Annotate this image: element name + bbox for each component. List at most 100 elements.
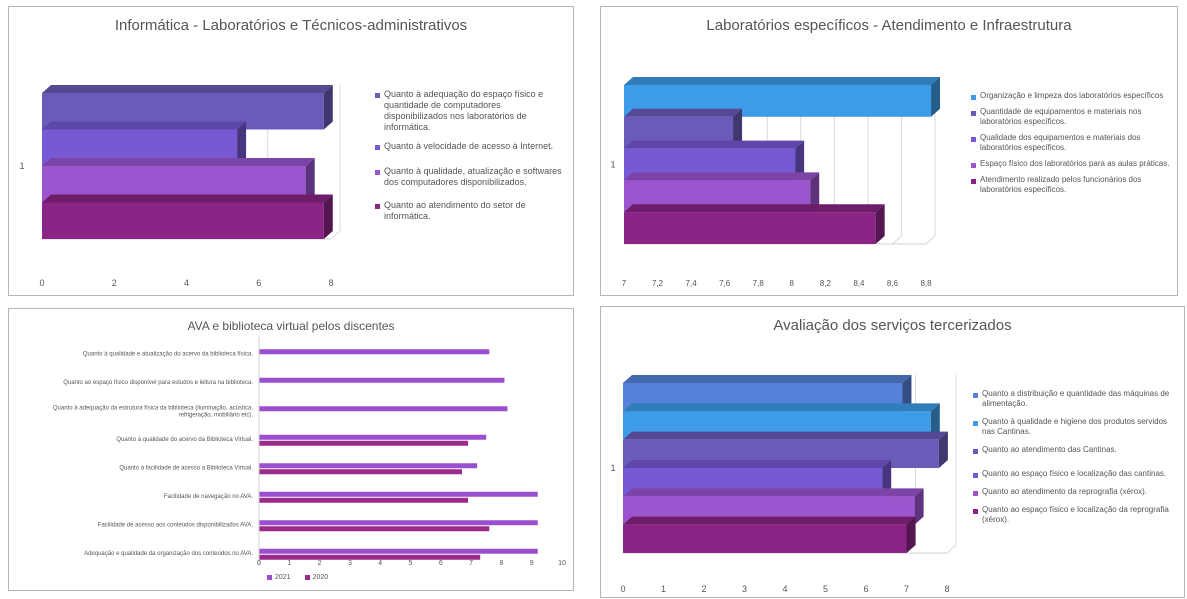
- bar-top: [624, 172, 820, 181]
- bar: [259, 440, 469, 446]
- legend-swatch: [973, 473, 978, 478]
- x-tick-label: 10: [558, 560, 566, 567]
- chart-plot: Quanto à qualidade e atualização do acer…: [53, 337, 566, 567]
- legend-item: 2021: [267, 574, 291, 581]
- legend-swatch: [304, 575, 310, 580]
- x-tick-label: 5: [823, 584, 828, 594]
- x-tick-label: 7,2: [652, 279, 664, 288]
- legend-item: Quanto à qualidade e higiene dos produto…: [973, 417, 1179, 437]
- legend-item: Quanto à velocidade de acesso à Internet…: [375, 141, 565, 152]
- x-tick-label: 7: [622, 279, 627, 288]
- legend-item: Qualidade dos equipamentos e materiais d…: [971, 133, 1171, 153]
- bar: [623, 516, 916, 553]
- x-tick-label: 0: [620, 584, 625, 594]
- y-category-label: Quanto à adequação da estrutura física d…: [53, 405, 253, 418]
- legend-swatch: [375, 170, 380, 175]
- x-tick-label: 9: [530, 560, 534, 567]
- x-tick-label: 5: [409, 560, 413, 567]
- y-category-label: Adequação e qualidade da organização dos…: [84, 551, 253, 557]
- bar-top: [42, 158, 315, 166]
- bar: [42, 194, 333, 239]
- chart-panel-ava: AVA e biblioteca virtual pelos discentes…: [8, 308, 574, 591]
- legend-item: Quantidade de equipamentos e materiais n…: [971, 107, 1171, 127]
- bar-side: [237, 121, 247, 166]
- x-tick-label: 6: [256, 278, 261, 288]
- x-tick-label: 8,8: [920, 279, 932, 288]
- label-line: refrigeração, mobiliário etc).: [179, 412, 254, 418]
- legend-swatch: [971, 111, 976, 116]
- bar-front: [42, 202, 324, 239]
- legend-swatch: [375, 145, 380, 150]
- bar-top: [624, 108, 743, 117]
- chart-legend: Organização e limpeza dos laboratórios e…: [971, 91, 1171, 195]
- y-category-label: Quanto à facilidade de acesso a Bibliote…: [119, 465, 253, 471]
- chart-legend: Quanto a distribuição e quantidade das m…: [973, 389, 1179, 525]
- legend-item: 2020: [304, 574, 329, 581]
- legend-item: Quanto a distribuição e quantidade das m…: [973, 389, 1179, 409]
- y-category-label: Quanto à qualidade e atualização do acer…: [83, 351, 253, 357]
- bar: [259, 469, 463, 475]
- bar: [259, 491, 538, 497]
- x-tick-label: 2: [318, 560, 322, 567]
- y-category-label: 1: [610, 463, 615, 473]
- legend-label: Quanto à qualidade, atualização e softwa…: [384, 166, 562, 187]
- bar-front: [624, 212, 876, 244]
- chart-plot: 7 7,2 7,4 7,6 7,8 8 8,2 8,4 8,6 8,8 1: [610, 77, 941, 288]
- gridline-floor: [925, 235, 936, 245]
- legend-swatch: [375, 93, 380, 98]
- bar-side: [733, 108, 743, 149]
- legend-label: 2021: [275, 574, 291, 581]
- bar: [259, 526, 490, 532]
- x-tick-label: 4: [378, 560, 382, 567]
- legend-swatch: [971, 137, 976, 142]
- x-tick-label: 7,8: [753, 279, 765, 288]
- legend-label: Quantidade de equipamentos e materiais n…: [980, 107, 1142, 126]
- legend-swatch: [973, 421, 978, 426]
- label-line: Quanto à adequação da estrutura física d…: [53, 405, 253, 411]
- legend-swatch: [973, 393, 978, 398]
- bar-top: [624, 140, 805, 149]
- bar-top: [623, 516, 916, 525]
- bar-top: [42, 85, 333, 93]
- bar: [259, 463, 478, 469]
- chart-panel-laboratorios: Laboratórios específicos - Atendimento e…: [600, 6, 1178, 296]
- x-tick-label: 8: [499, 560, 503, 567]
- bar-front: [623, 524, 907, 553]
- y-category-label: Facilidade de acesso aos conteúdos dispo…: [98, 522, 254, 528]
- bar-side: [902, 375, 912, 412]
- bar: [259, 554, 481, 560]
- legend-item: Atendimento realizado pelos funcionários…: [971, 175, 1171, 195]
- x-tick-label: 7: [904, 584, 909, 594]
- bar: [259, 406, 508, 412]
- bar-top: [42, 121, 247, 130]
- legend-label: 2020: [312, 574, 329, 581]
- legend-swatch: [971, 179, 976, 184]
- bar-side: [882, 460, 892, 497]
- x-tick-label: 8: [944, 584, 949, 594]
- bar-top: [42, 194, 333, 203]
- chart-title: Avaliação dos serviços tercerizados: [773, 317, 1012, 334]
- x-tick-label: 7,6: [719, 279, 731, 288]
- x-tick-label: 7: [469, 560, 473, 567]
- legend-label: Espaço físico dos laboratórios para as a…: [980, 159, 1170, 168]
- bar: [259, 548, 538, 554]
- bar-side: [323, 194, 333, 239]
- chart-panel-tercerizados: Avaliação dos serviços tercerizados 0 1 2 3…: [600, 306, 1185, 598]
- x-tick-label: 1: [287, 560, 291, 567]
- x-tick-label: 8: [790, 279, 795, 288]
- x-tick-label: 2: [112, 278, 117, 288]
- bar: [259, 520, 538, 526]
- legend-label: Quanto à velocidade de acesso à Internet…: [384, 141, 554, 151]
- chart-plot: 0 1 2 3 4 5 6 7 8 1: [610, 375, 957, 594]
- legend-label: Quanto ao atendimento da reprografia (xé…: [982, 487, 1147, 496]
- gridline-floor: [892, 235, 902, 245]
- legend-swatch: [971, 163, 976, 168]
- legend-swatch: [267, 575, 272, 580]
- legend-swatch: [973, 491, 978, 496]
- bar-side: [930, 403, 940, 440]
- legend-label: Qualidade dos equipamentos e materiais d…: [980, 133, 1141, 152]
- bar-top: [624, 204, 885, 213]
- x-tick-label: 7,4: [686, 279, 698, 288]
- legend-item: Quanto à adequação do espaço físico e qu…: [375, 89, 565, 133]
- bar-top: [624, 77, 941, 85]
